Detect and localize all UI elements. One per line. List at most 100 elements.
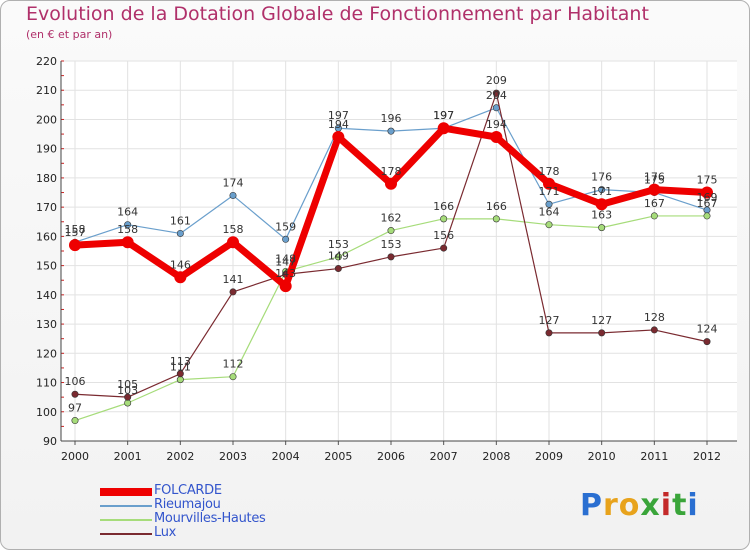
data-point-lux: [598, 329, 606, 337]
data-point-rieumajou: [124, 221, 132, 229]
y-tick-label: 140: [36, 289, 57, 302]
data-label-mourvilles-hautes: 164: [539, 206, 560, 219]
x-tick-label: 2012: [693, 450, 721, 463]
data-label-folcarde: 178: [381, 165, 402, 178]
data-label-lux: 124: [697, 323, 718, 336]
data-point-rieumajou: [598, 186, 606, 194]
data-label-rieumajou: 196: [381, 112, 402, 125]
x-tick-label: 2008: [482, 450, 510, 463]
data-point-folcarde: [595, 198, 608, 211]
data-label-lux: 156: [433, 229, 454, 242]
data-label-folcarde: 176: [644, 171, 665, 184]
y-tick-label: 100: [36, 406, 57, 419]
data-label-lux: 113: [170, 355, 191, 368]
data-point-folcarde: [543, 177, 555, 190]
data-label-mourvilles-hautes: 97: [68, 402, 82, 415]
data-label-lux: 209: [486, 74, 507, 87]
data-point-mourvilles-hautes: [176, 376, 184, 384]
x-tick-label: 2003: [219, 450, 247, 463]
legend-swatch: [100, 488, 152, 496]
data-point-mourvilles-hautes: [124, 399, 132, 407]
data-point-lux: [703, 338, 711, 346]
data-label-mourvilles-hautes: 162: [381, 212, 402, 225]
data-label-lux: 106: [65, 375, 86, 388]
data-point-lux: [387, 253, 395, 261]
data-label-mourvilles-hautes: 103: [117, 384, 138, 397]
data-point-mourvilles-hautes: [229, 373, 237, 381]
x-tick-label: 2004: [272, 450, 300, 463]
data-point-folcarde: [490, 131, 503, 143]
data-label-folcarde: 157: [65, 226, 86, 239]
logo-letter: P: [580, 488, 603, 523]
data-label-rieumajou: 161: [170, 214, 191, 227]
legend-swatch: [100, 519, 152, 521]
data-label-mourvilles-hautes: 112: [223, 358, 244, 371]
data-point-mourvilles-hautes: [71, 417, 79, 425]
y-tick-label: 180: [36, 172, 57, 185]
data-label-lux: 149: [328, 250, 349, 263]
x-tick-label: 2009: [535, 450, 563, 463]
data-label-mourvilles-hautes: 163: [591, 209, 612, 222]
data-point-folcarde: [227, 236, 239, 249]
data-point-rieumajou: [229, 191, 237, 199]
data-point-rieumajou: [387, 127, 395, 135]
legend-label: Rieumajou: [154, 497, 221, 512]
x-tick-label: 2002: [166, 450, 194, 463]
data-point-folcarde: [279, 280, 292, 293]
chart-title: Evolution de la Dotation Globale de Fonc…: [26, 3, 649, 25]
data-point-folcarde: [121, 236, 134, 249]
data-point-lux: [229, 288, 237, 296]
data-label-mourvilles-hautes: 166: [433, 200, 454, 213]
data-label-rieumajou: 159: [275, 220, 296, 233]
y-tick-label: 110: [36, 377, 57, 390]
y-tick-label: 190: [36, 143, 57, 156]
y-tick-label: 90: [43, 435, 57, 448]
data-label-folcarde: 158: [117, 223, 138, 236]
x-tick-label: 2006: [377, 450, 405, 463]
data-label-rieumajou: 164: [117, 206, 138, 219]
logo-letter: x: [640, 488, 661, 523]
data-label-folcarde: 158: [223, 223, 244, 236]
data-point-lux: [650, 326, 658, 334]
data-point-lux: [545, 329, 553, 337]
x-tick-label: 2000: [61, 450, 89, 463]
x-tick-label: 2001: [114, 450, 142, 463]
data-point-lux: [334, 265, 342, 273]
data-point-mourvilles-hautes: [703, 212, 711, 220]
series-lines: [69, 89, 713, 425]
y-tick-label: 200: [36, 113, 57, 126]
data-point-mourvilles-hautes: [440, 215, 448, 223]
data-label-lux: 147: [275, 255, 296, 268]
data-label-rieumajou: 171: [539, 185, 560, 198]
data-point-folcarde: [385, 177, 397, 190]
data-label-lux: 153: [381, 238, 402, 251]
x-tick-label: 2011: [640, 450, 668, 463]
data-point-lux: [176, 370, 184, 378]
logo-letter: r: [603, 488, 619, 523]
data-label-folcarde: 175: [697, 174, 718, 187]
logo-letter: i: [660, 488, 673, 523]
chart-subtitle: (en € et par an): [26, 28, 113, 41]
data-label-rieumajou: 197: [328, 109, 349, 122]
x-tick-label: 2010: [588, 450, 616, 463]
data-label-rieumajou: 176: [591, 171, 612, 184]
grid: [61, 60, 737, 442]
data-label-lux: 105: [117, 378, 138, 391]
x-tick-label: 2005: [324, 450, 352, 463]
data-point-lux: [124, 393, 132, 401]
data-label-mourvilles-hautes: 148: [275, 252, 296, 265]
data-label-lux: 128: [644, 311, 665, 324]
data-label-mourvilles-hautes: 167: [644, 197, 665, 210]
data-label-folcarde: 178: [539, 165, 560, 178]
plot-area: [61, 61, 737, 441]
data-label-folcarde: 143: [275, 267, 296, 280]
data-label-folcarde: 194: [328, 118, 349, 131]
data-label-rieumajou: 169: [697, 191, 718, 204]
legend-label: Lux: [154, 525, 177, 540]
data-label-folcarde: 197: [433, 109, 454, 122]
data-point-folcarde: [648, 183, 661, 196]
data-point-folcarde: [174, 271, 187, 284]
data-label-rieumajou: 174: [223, 176, 244, 189]
data-label-mourvilles-hautes: 167: [697, 197, 718, 210]
